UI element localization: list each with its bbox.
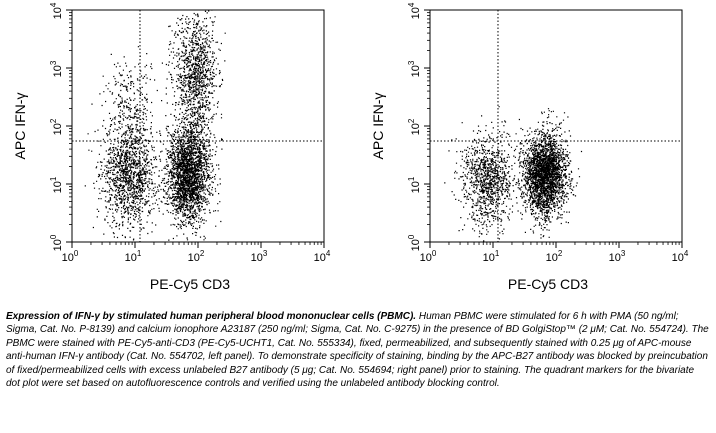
x-tick-label: 102: [546, 249, 563, 264]
cell-population-1: [444, 106, 531, 242]
x-tick-exponent: 0: [432, 249, 437, 258]
x-tick-exponent: 4: [684, 249, 689, 258]
y-tick-exponent: 2: [407, 118, 416, 123]
x-tick-label: 101: [125, 249, 142, 264]
y-tick-label: 101: [49, 176, 64, 193]
x-tick-label: 102: [188, 249, 205, 264]
caption-body: Human PBMC were stimulated for 6 h with …: [6, 311, 709, 390]
cell-population-2: [148, 94, 223, 241]
y-tick-label: 102: [49, 118, 64, 135]
y-tick-label: 101: [407, 176, 422, 193]
y-tick-label: 102: [407, 118, 422, 135]
x-tick-exponent: 3: [263, 249, 268, 258]
y-tick-label: 103: [407, 60, 422, 77]
caption-title: Expression of IFN-γ by stimulated human …: [6, 311, 417, 322]
x-tick-label: 103: [609, 249, 626, 264]
x-tick-exponent: 4: [326, 249, 331, 258]
plot-frame: [429, 9, 683, 243]
x-tick-label: 103: [251, 249, 268, 264]
cell-population-1: [84, 102, 166, 242]
x-tick-label: 100: [420, 249, 437, 264]
x-tick-label: 104: [314, 249, 331, 264]
x-tick-exponent: 1: [137, 249, 142, 258]
y-tick-exponent: 0: [49, 234, 58, 239]
y-tick-label: 104: [49, 2, 64, 19]
cell-population-4: [91, 46, 168, 162]
y-tick-label: 100: [407, 234, 422, 251]
figure-caption: Expression of IFN-γ by stimulated human …: [6, 310, 710, 390]
x-tick-exponent: 0: [74, 249, 79, 258]
x-tick-label: 100: [62, 249, 79, 264]
x-axis-label: PE-Cy5 CD3: [150, 276, 230, 292]
y-axis-label: APC IFN-γ: [370, 93, 386, 160]
y-tick-exponent: 0: [407, 234, 416, 239]
x-tick-exponent: 2: [200, 249, 205, 258]
y-tick-label: 103: [49, 60, 64, 77]
y-tick-label: 100: [49, 234, 64, 251]
y-tick-exponent: 4: [407, 2, 416, 7]
x-tick-exponent: 2: [558, 249, 563, 258]
cell-population-2: [503, 108, 583, 239]
cell-population-3: [161, 10, 226, 179]
x-tick-exponent: 1: [495, 249, 500, 258]
y-axis-label: APC IFN-γ: [12, 93, 28, 160]
y-tick-label: 104: [407, 2, 422, 19]
x-axis-label: PE-Cy5 CD3: [508, 276, 588, 292]
x-tick-label: 101: [483, 249, 500, 264]
x-tick-exponent: 3: [621, 249, 626, 258]
y-tick-exponent: 1: [49, 176, 58, 181]
y-tick-exponent: 1: [407, 176, 416, 181]
y-tick-exponent: 3: [407, 60, 416, 65]
y-tick-exponent: 3: [49, 60, 58, 65]
y-tick-exponent: 4: [49, 2, 58, 7]
x-tick-label: 104: [672, 249, 689, 264]
y-tick-exponent: 2: [49, 118, 58, 123]
